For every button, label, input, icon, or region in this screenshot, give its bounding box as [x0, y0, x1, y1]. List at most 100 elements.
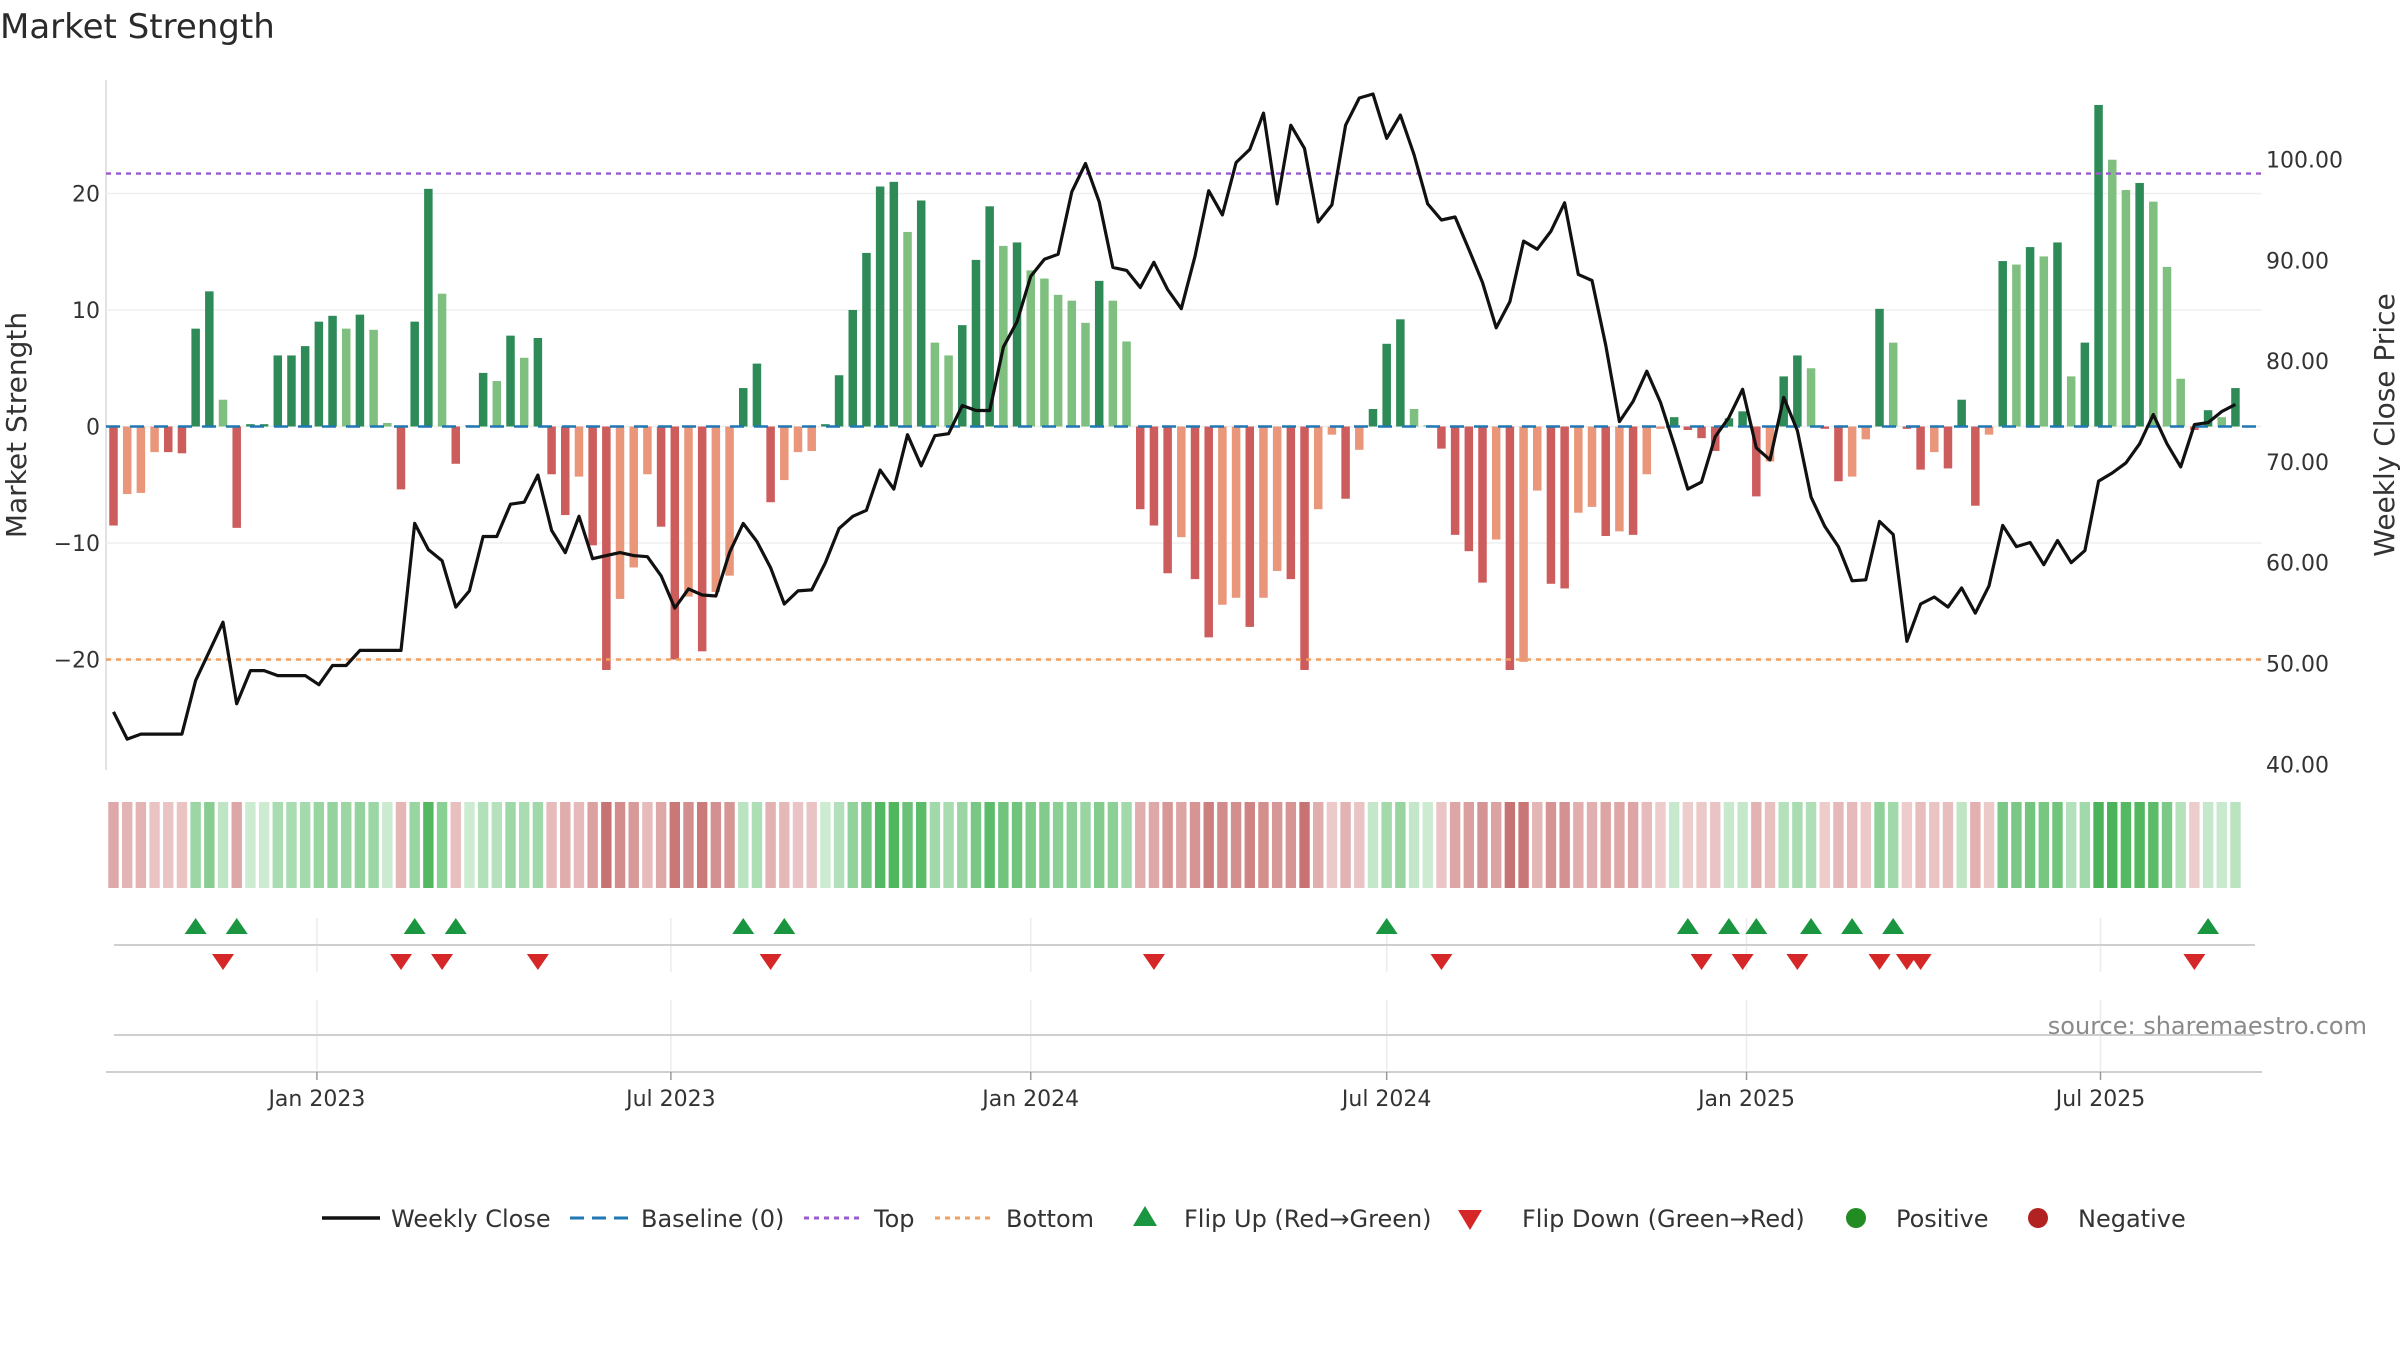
strength-bar — [1765, 426, 1775, 462]
heat-cell — [628, 802, 639, 888]
legend-negative-icon — [2028, 1208, 2048, 1228]
strength-bar — [1683, 426, 1693, 430]
heat-cell — [943, 802, 954, 888]
strength-bar — [1190, 426, 1200, 580]
heat-cell — [272, 802, 283, 888]
strength-bar — [1998, 261, 2007, 427]
heat-cell — [916, 802, 927, 888]
strength-bar — [437, 293, 447, 427]
flip-down-marker — [1430, 954, 1453, 970]
heat-cell — [1381, 802, 1392, 888]
strength-bar — [916, 200, 926, 427]
heat-cell — [341, 802, 352, 888]
strength-bar — [738, 388, 748, 427]
right-tick-label: 80.00 — [2266, 350, 2329, 375]
strength-bar — [1177, 426, 1186, 538]
heat-cell — [1162, 802, 1173, 888]
strength-bar — [821, 424, 830, 427]
heat-cell — [874, 802, 886, 888]
heat-cell — [2161, 802, 2173, 888]
heat-cell — [477, 802, 489, 888]
x-tick-label: Jan 2025 — [1696, 1087, 1795, 1112]
heat-cell — [354, 802, 366, 888]
strength-bar — [1094, 280, 1104, 427]
chart-title: Market Strength — [0, 7, 275, 47]
heat-cell — [601, 802, 612, 888]
heat-cell — [245, 802, 256, 888]
strength-bar — [533, 337, 543, 427]
flip-down-marker — [1786, 954, 1809, 970]
heat-cell — [1874, 802, 1885, 888]
strength-bar — [1574, 426, 1583, 513]
strength-bar — [383, 423, 392, 427]
heat-cell — [149, 802, 160, 888]
left-axis-label: Market Strength — [0, 312, 33, 538]
strength-bar — [1861, 426, 1871, 440]
heat-cell — [1258, 802, 1269, 888]
heat-cell — [1819, 802, 1830, 888]
strength-bar — [355, 314, 365, 427]
strength-bar — [2080, 342, 2090, 427]
time-axis-panel: Jan 2023 Jul 2023 Jan 2024 Jul 2024 Jan 2025… — [106, 1000, 2367, 1112]
strength-bar — [1409, 409, 1419, 427]
heat-cell — [573, 802, 585, 888]
heat-cell — [1942, 802, 1954, 888]
strength-bar — [985, 206, 994, 427]
flip-down-marker — [1731, 954, 1754, 970]
strength-bar — [136, 426, 146, 493]
strength-bar — [218, 399, 228, 427]
heat-cell — [519, 802, 530, 888]
heat-cell — [970, 802, 982, 888]
strength-bar — [1491, 426, 1501, 540]
heat-cell — [2011, 802, 2022, 888]
strength-bar — [1081, 322, 1090, 427]
strength-bar — [862, 252, 871, 427]
strength-bar — [1204, 426, 1213, 638]
strength-bar — [1450, 426, 1460, 535]
heat-cell — [902, 802, 913, 888]
strength-bar — [766, 426, 775, 503]
strength-bar — [328, 315, 337, 427]
flip-down-marker — [212, 954, 235, 970]
strength-bar — [807, 426, 816, 451]
heat-cell — [1313, 802, 1324, 888]
strength-bar — [2039, 256, 2049, 427]
legend-weekly-close: Weekly Close — [391, 1205, 551, 1233]
strength-bar — [1984, 426, 1994, 435]
heat-cell — [929, 802, 941, 888]
strength-bar — [670, 426, 680, 660]
heat-cell — [2230, 802, 2241, 888]
flip-down-marker — [1868, 954, 1891, 970]
heat-cell — [724, 802, 735, 888]
heat-cell — [1846, 802, 1858, 888]
strength-bar — [1437, 426, 1446, 449]
heat-cell — [2120, 802, 2132, 888]
legend-positive: Positive — [1896, 1205, 1989, 1233]
heat-cell — [1915, 802, 1926, 888]
heat-cell — [1573, 802, 1584, 888]
heat-cell — [231, 802, 242, 888]
heat-cell — [1997, 802, 2008, 888]
strength-bar — [2107, 159, 2117, 427]
strength-bar — [1149, 426, 1159, 526]
heat-cell — [1395, 802, 1406, 888]
strength-bar — [1793, 355, 1802, 427]
strength-bar — [2203, 410, 2213, 427]
heat-cell — [1449, 802, 1461, 888]
strength-bar — [2094, 104, 2103, 427]
strength-bar — [1067, 300, 1077, 427]
strength-bar — [848, 310, 858, 427]
strength-bar — [903, 231, 912, 427]
strength-bar — [287, 355, 296, 427]
heat-cell — [121, 802, 133, 888]
heat-cell — [1230, 802, 1242, 888]
flip-up-marker — [1882, 918, 1905, 934]
heat-cell — [505, 802, 516, 888]
strength-bar — [150, 426, 159, 453]
main-panel: −20 −10 0 10 20 40.00 50.00 60.00 70.00 80.00 90.… — [0, 80, 2400, 778]
heat-cell — [1860, 802, 1872, 888]
heat-cell — [587, 802, 598, 888]
x-tick-label: Jul 2023 — [624, 1087, 716, 1112]
x-tick-label: Jan 2024 — [980, 1087, 1079, 1112]
legend-flip-up-icon — [1133, 1206, 1157, 1226]
